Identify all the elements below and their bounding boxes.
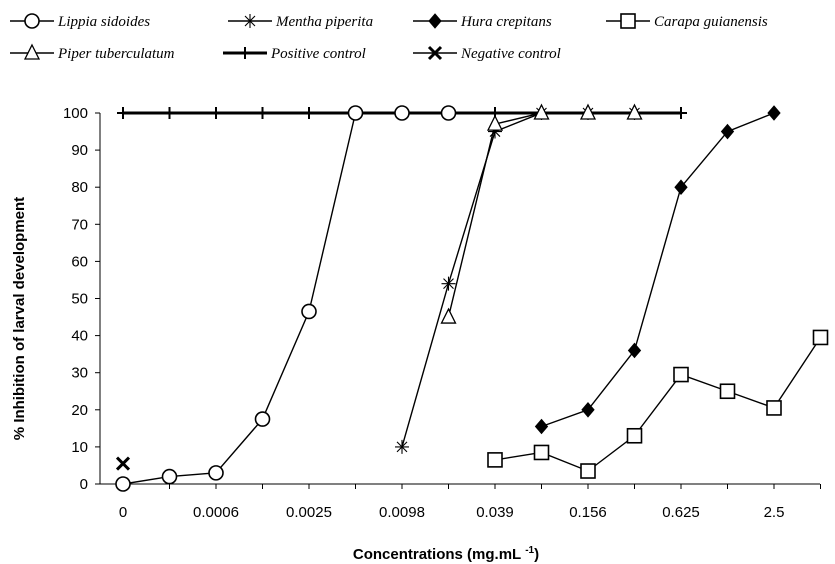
legend-marker-lippia-sidoides <box>24 13 40 29</box>
legend-marker-carapa-guianensis <box>620 13 636 29</box>
data-point-carapa-guianensis <box>812 329 829 346</box>
y-axis-label: % Inhibition of larval development <box>11 197 28 440</box>
data-point-hura-crepitans <box>674 179 688 195</box>
y-tick-label: 20 <box>71 402 88 419</box>
x-axis-label: Concentrations (mg.mL -1) <box>353 545 539 563</box>
legend-marker-positive-control <box>239 47 251 59</box>
x-tick-label: 0.156 <box>569 504 607 521</box>
legend-label-lippia-sidoides: Lippia sidoides <box>57 14 150 30</box>
data-point-negative-control <box>115 456 131 471</box>
data-point-lippia-sidoides <box>254 411 271 427</box>
axes: 0 10 20 30 40 50 60 70 80 90 100 0 0.0006 0.0025 0.009… <box>63 105 821 521</box>
legend-marker-piper-tuberculatum <box>23 43 41 60</box>
y-tick-label: 80 <box>71 179 88 196</box>
data-point-mentha-piperita <box>441 276 456 291</box>
data-point-hura-crepitans <box>581 402 595 418</box>
legend-item-negative-control: Negative control <box>413 45 561 62</box>
data-point-piper-tuberculatum <box>626 103 643 120</box>
y-tick-label: 10 <box>71 439 88 456</box>
data-point-carapa-guianensis <box>673 366 689 383</box>
legend-label-hura-crepitans: Hura crepitans <box>460 14 552 30</box>
data-point-positive-control <box>675 107 687 119</box>
data-point-lippia-sidoides <box>440 105 457 121</box>
data-point-carapa-guianensis <box>766 400 782 416</box>
y-tick-label: 40 <box>71 328 88 345</box>
y-tick-label: 50 <box>71 291 88 308</box>
series-carapa-guianensis <box>487 329 829 479</box>
y-tick-label: 70 <box>71 216 88 233</box>
x-tick-label: 0.0006 <box>193 504 239 521</box>
series-negative-control <box>115 456 131 471</box>
data-point-hura-crepitans <box>767 105 781 121</box>
y-tick-label: 60 <box>71 253 88 270</box>
legend-label-piper-tuberculatum: Piper tuberculatum <box>57 46 175 62</box>
y-tick-label: 90 <box>71 142 88 159</box>
legend-label-carapa-guianensis: Carapa guianensis <box>654 14 768 30</box>
data-point-mentha-piperita <box>488 124 502 139</box>
data-point-lippia-sidoides <box>347 105 364 121</box>
x-tick-label: 0.0025 <box>286 504 332 521</box>
series-hura-crepitans <box>534 105 781 435</box>
data-point-lippia-sidoides <box>161 468 178 485</box>
data-point-hura-crepitans <box>720 123 735 140</box>
data-point-mentha-piperita <box>395 439 409 454</box>
series-line-mentha-piperita <box>401 112 635 448</box>
data-point-hura-crepitans <box>534 418 549 435</box>
series-lippia-sidoides <box>115 105 457 492</box>
data-point-piper-tuberculatum <box>533 103 550 120</box>
series-line-hura-crepitans <box>541 112 775 428</box>
data-point-carapa-guianensis <box>487 452 503 468</box>
legend-item-hura-crepitans: Hura crepitans <box>413 13 552 30</box>
x-axis-label-main: Concentrations (mg.mL <box>353 546 521 563</box>
x-tick-label: 0 <box>119 504 127 521</box>
legend-marker-negative-control <box>427 45 443 61</box>
data-point-positive-control <box>210 107 222 119</box>
data-point-positive-control <box>256 107 269 119</box>
data-point-piper-tuberculatum <box>440 307 457 324</box>
legend-label-positive-control: Positive control <box>270 46 366 62</box>
y-tick-label: 0 <box>80 476 88 493</box>
x-tick-label: 0.0098 <box>379 504 425 521</box>
data-point-positive-control <box>303 107 315 119</box>
data-point-positive-control <box>163 107 176 119</box>
data-point-lippia-sidoides <box>115 476 131 492</box>
y-tick-label: 100 <box>63 105 88 122</box>
series-line-lippia-sidoides <box>122 112 449 485</box>
x-axis-label-close: ) <box>534 546 539 563</box>
data-point-piper-tuberculatum <box>579 103 597 120</box>
x-tick-label: 0.625 <box>662 504 700 521</box>
y-tick-label: 30 <box>71 365 88 382</box>
legend: Lippia sidoides Mentha piperita Hura crepi… <box>10 13 768 62</box>
legend-marker-hura-crepitans <box>428 13 442 29</box>
data-point-carapa-guianensis <box>626 427 643 444</box>
x-tick-label: 2.5 <box>764 504 785 521</box>
x-axis-label-superscript: -1 <box>525 545 534 556</box>
data-point-positive-control <box>117 107 129 119</box>
legend-marker-mentha-piperita <box>243 14 257 28</box>
legend-item-positive-control: Positive control <box>223 46 366 62</box>
series-mentha-piperita <box>395 106 642 454</box>
legend-item-piper-tuberculatum: Piper tuberculatum <box>10 43 175 62</box>
data-point-carapa-guianensis <box>719 383 736 400</box>
data-point-carapa-guianensis <box>533 444 550 461</box>
data-point-lippia-sidoides <box>301 303 317 320</box>
data-point-carapa-guianensis <box>580 463 596 479</box>
legend-item-carapa-guianensis: Carapa guianensis <box>606 13 768 30</box>
legend-label-negative-control: Negative control <box>460 46 561 62</box>
plot-area <box>115 103 829 492</box>
data-point-lippia-sidoides <box>394 105 410 121</box>
series-piper-tuberculatum <box>440 103 643 324</box>
legend-item-mentha-piperita: Mentha piperita <box>228 14 373 30</box>
x-tick-label: 0.039 <box>476 504 514 521</box>
data-point-lippia-sidoides <box>208 465 224 481</box>
legend-item-lippia-sidoides: Lippia sidoides <box>10 13 150 30</box>
legend-label-mentha-piperita: Mentha piperita <box>275 14 373 30</box>
data-point-hura-crepitans <box>627 342 642 359</box>
data-point-piper-tuberculatum <box>486 114 504 131</box>
series-line-piper-tuberculatum <box>447 112 635 318</box>
